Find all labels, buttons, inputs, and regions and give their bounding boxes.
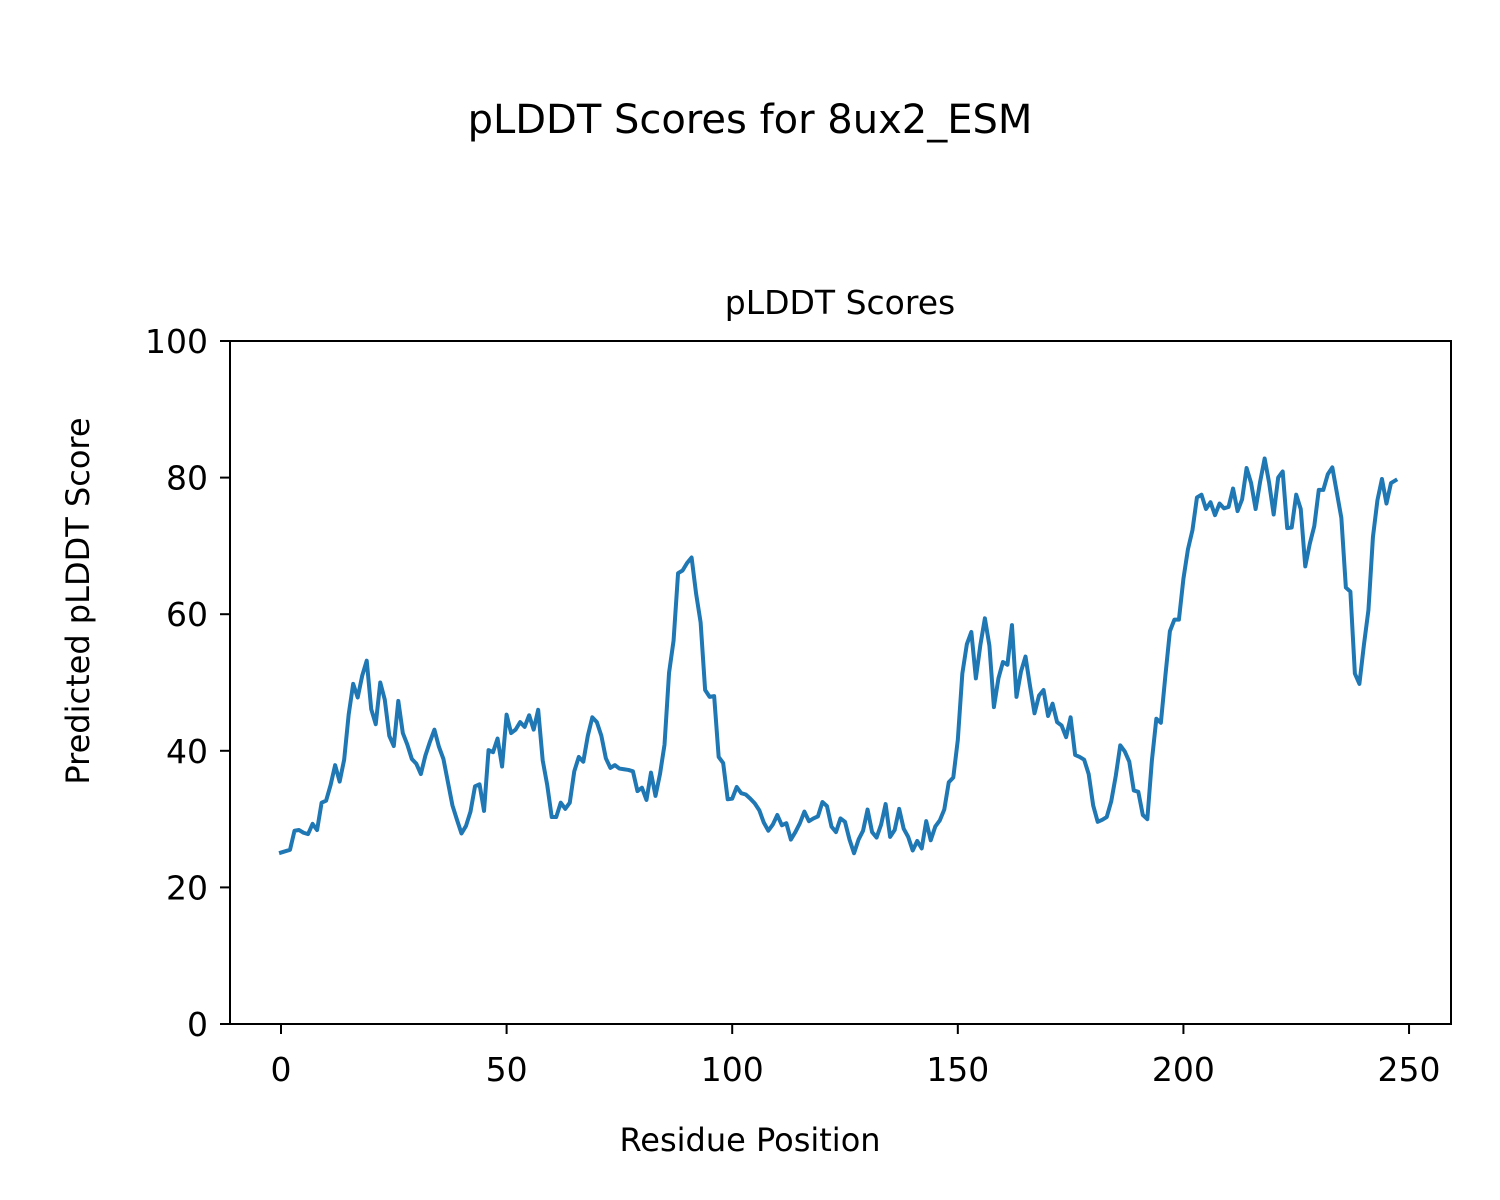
y-tick-label: 100 (145, 322, 208, 361)
x-tick-label: 100 (701, 1050, 764, 1089)
axes-frame (229, 340, 1452, 1025)
x-tick-label: 0 (270, 1050, 291, 1089)
x-axis-ticks: 0 50 100 150 200 250 (270, 1024, 1441, 1089)
x-tick-label: 50 (486, 1050, 528, 1089)
y-axis-label: Predicted pLDDT Score (59, 417, 97, 784)
x-tick-label: 250 (1378, 1050, 1441, 1089)
figure-suptitle: pLDDT Scores for 8ux2_ESM (468, 97, 1033, 143)
x-axis-label: Residue Position (619, 1121, 880, 1159)
y-tick-label: 40 (166, 732, 208, 771)
series-line (278, 456, 1399, 856)
y-tick-label: 60 (166, 595, 208, 634)
plot-area (229, 340, 1452, 1025)
x-tick-label: 200 (1152, 1050, 1215, 1089)
x-tick-label: 150 (926, 1050, 989, 1089)
axes-title: pLDDT Scores (725, 283, 955, 322)
y-tick-label: 0 (187, 1005, 208, 1044)
y-axis-ticks: 0 20 40 60 80 100 (145, 322, 230, 1044)
y-tick-label: 80 (166, 459, 208, 498)
y-tick-label: 20 (166, 868, 208, 907)
